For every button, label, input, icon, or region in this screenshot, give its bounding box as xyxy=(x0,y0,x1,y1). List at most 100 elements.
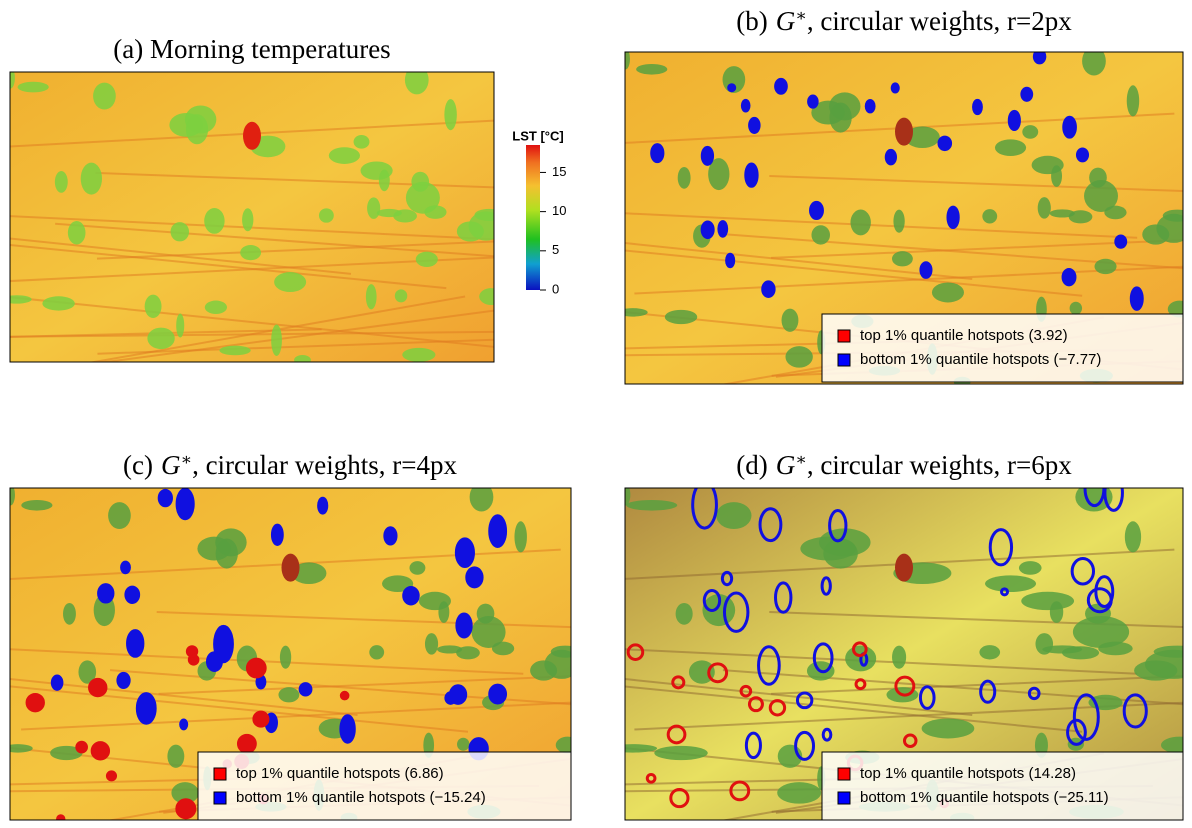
hot-spot xyxy=(902,733,918,748)
street xyxy=(21,701,571,731)
map-frame xyxy=(624,51,1184,385)
hot-spot xyxy=(645,772,657,784)
cold-spot xyxy=(919,261,933,279)
vegetation xyxy=(904,126,940,149)
cold-spot xyxy=(270,523,284,546)
cold-spot xyxy=(135,692,157,725)
vegetation xyxy=(318,208,334,223)
cold-spot xyxy=(794,730,816,761)
cold-spot xyxy=(884,148,898,166)
vegetation xyxy=(291,562,327,585)
legend-label: top 1% quantile hotspots (6.86) xyxy=(236,765,444,782)
vegetation xyxy=(664,309,698,325)
vegetation xyxy=(471,616,506,648)
street xyxy=(769,175,1183,193)
hot-spot xyxy=(25,692,45,713)
street xyxy=(771,239,1183,259)
cold-spot xyxy=(1075,147,1090,163)
panel-title: (a) Morning temperatures xyxy=(113,34,390,64)
street xyxy=(10,328,322,338)
hot-building xyxy=(895,553,913,582)
legend-swatch xyxy=(837,791,851,805)
vegetation xyxy=(1049,209,1075,218)
vegetation xyxy=(893,209,905,233)
cold-spot xyxy=(1094,575,1115,609)
vegetation xyxy=(42,296,75,311)
hot-spot xyxy=(707,662,729,684)
map: top 1% quantile hotspots (6.86) bottom 1%… xyxy=(9,487,572,821)
cold-spot xyxy=(937,135,953,152)
vegetation xyxy=(167,744,185,768)
cold-spot xyxy=(454,537,475,569)
map: top 1% quantile hotspots (3.92) bottom 1%… xyxy=(624,51,1184,385)
hot-spot xyxy=(768,699,787,717)
vegetation xyxy=(409,561,426,575)
vegetation xyxy=(811,100,845,125)
hot-building xyxy=(243,121,261,150)
cold-spot xyxy=(761,280,776,298)
vegetation xyxy=(625,308,648,317)
cold-spot xyxy=(744,162,759,188)
vegetation xyxy=(625,744,658,753)
vegetation xyxy=(1167,300,1183,318)
vegetation xyxy=(1082,52,1106,76)
cold-spot xyxy=(972,98,983,116)
cold-spot xyxy=(988,528,1014,567)
legend-box xyxy=(821,751,1184,821)
hot-spot xyxy=(851,641,868,658)
vegetation xyxy=(457,737,470,751)
vegetation xyxy=(785,346,813,368)
vegetation xyxy=(1022,125,1039,139)
cold-spot xyxy=(488,514,508,548)
street xyxy=(634,265,1183,295)
vegetation xyxy=(1072,616,1130,648)
cold-spot xyxy=(650,143,665,164)
colorbar-tick-label: 15 xyxy=(552,164,566,179)
hot-spot xyxy=(88,677,108,698)
vegetation xyxy=(1160,736,1183,754)
cold-spot xyxy=(1000,587,1010,597)
street xyxy=(158,675,571,695)
vegetation xyxy=(278,687,300,703)
cold-spot xyxy=(50,674,64,691)
cold-spot xyxy=(757,645,781,686)
vegetation xyxy=(240,245,262,261)
cold-spot xyxy=(979,679,997,704)
vegetation xyxy=(1069,301,1083,315)
vegetation xyxy=(1021,591,1075,611)
vegetation xyxy=(365,284,377,310)
cold-spot xyxy=(488,683,508,705)
legend-label: top 1% quantile hotspots (3.92) xyxy=(860,327,1068,344)
cold-spot xyxy=(821,727,833,742)
cold-spot xyxy=(402,586,420,606)
legend-label: top 1% quantile hotspots (14.28) xyxy=(860,765,1076,782)
cold-spot xyxy=(717,220,729,238)
vegetation xyxy=(891,251,913,267)
cold-spot xyxy=(383,526,398,546)
street xyxy=(769,611,1183,629)
vegetation xyxy=(402,347,436,362)
cold-spot xyxy=(720,570,734,587)
map-frame xyxy=(9,71,495,363)
vegetation xyxy=(777,782,822,804)
cold-spot xyxy=(828,508,848,543)
hot-spot xyxy=(56,814,66,820)
hot-spot xyxy=(666,724,687,745)
street xyxy=(625,548,1175,580)
hot-spot xyxy=(175,798,197,820)
vegetation xyxy=(404,72,429,95)
hot-spot xyxy=(671,675,686,690)
cold-spot xyxy=(702,589,722,612)
cold-spot xyxy=(1027,686,1041,701)
cold-spot xyxy=(740,98,751,113)
legend-swatch xyxy=(837,329,851,343)
cold-spot xyxy=(700,145,715,166)
vegetation xyxy=(979,645,1001,660)
vegetation xyxy=(491,641,515,656)
vegetation xyxy=(80,162,103,195)
street xyxy=(10,237,352,275)
map-layer xyxy=(10,72,494,362)
hot-spot xyxy=(739,684,753,698)
cold-spot xyxy=(809,200,824,221)
vegetation xyxy=(10,72,15,89)
